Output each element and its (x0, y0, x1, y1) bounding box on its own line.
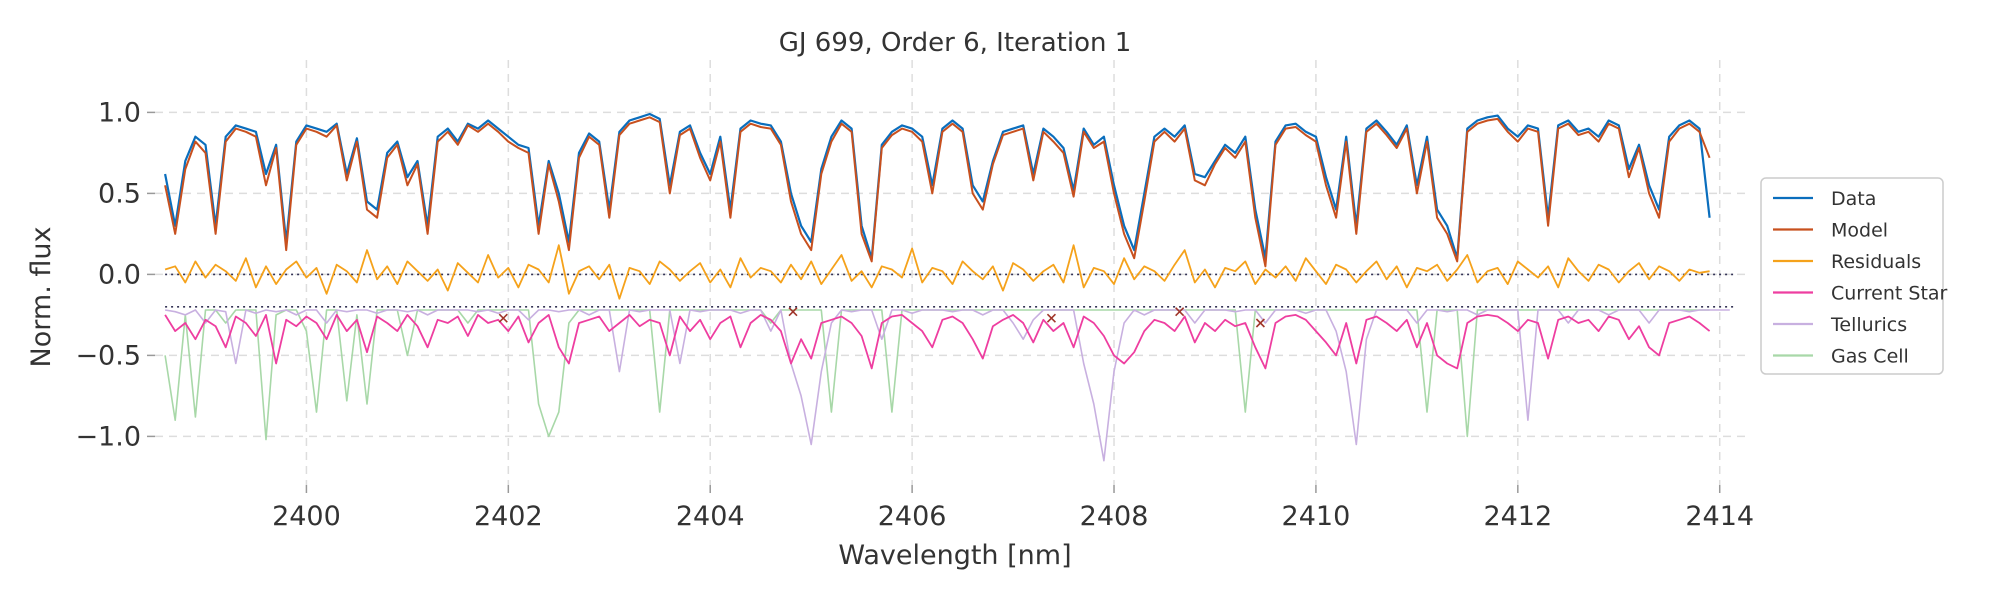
legend-entry: Current Star (1773, 283, 1948, 305)
reference-lines (165, 273, 1735, 308)
series-line-current-star (164, 313, 1711, 370)
masked-point-marker (498, 313, 508, 323)
masked-point-marker (1255, 318, 1265, 328)
legend-label: Model (1831, 220, 1888, 242)
x-tick-label: 2406 (878, 501, 947, 532)
x-tick-label: 2400 (272, 501, 341, 532)
y-tick-label: −1.0 (75, 421, 141, 452)
legend-entry: Data (1773, 188, 1876, 210)
marker-stroke (1255, 318, 1265, 328)
chart-title: GJ 699, Order 6, Iteration 1 (779, 28, 1132, 58)
series-line-model (164, 116, 1711, 268)
y-tick-label: −0.5 (75, 340, 141, 371)
legend-label: Residuals (1831, 251, 1921, 273)
legend-label: Gas Cell (1831, 346, 1909, 368)
x-tick-label: 2410 (1282, 501, 1351, 532)
masked-point-marker (1046, 313, 1056, 323)
masked-point-marker (1175, 307, 1185, 317)
y-axis-label: Norm. flux (26, 227, 57, 368)
series-line-tellurics (164, 309, 1730, 462)
series-layer (164, 112, 1730, 462)
x-axis-ticks: 2400 2402 2404 2406 2408 2410 2412 2414 (272, 485, 1754, 532)
x-tick-label: 2412 (1483, 501, 1552, 532)
masked-points (498, 307, 1265, 328)
marker-stroke (1046, 313, 1056, 323)
x-axis-label: Wavelength [nm] (838, 540, 1071, 571)
y-tick-label: 0.5 (98, 178, 141, 209)
legend-label: Data (1831, 188, 1876, 210)
marker-stroke (788, 307, 798, 317)
x-tick-label: 2402 (474, 501, 543, 532)
legend-label: Current Star (1831, 283, 1948, 305)
y-tick-label: 1.0 (98, 97, 141, 128)
masked-point-marker (788, 307, 798, 317)
legend-label: Tellurics (1830, 314, 1907, 336)
marker-stroke (498, 313, 508, 323)
x-tick-label: 2408 (1080, 501, 1149, 532)
legend-entry: Gas Cell (1773, 346, 1909, 368)
series-line-gas-cell (164, 309, 1710, 441)
series-line-data (164, 112, 1711, 260)
y-tick-label: 0.0 (98, 259, 141, 290)
marker-stroke (1175, 307, 1185, 317)
x-tick-label: 2414 (1685, 501, 1754, 532)
x-tick-label: 2404 (676, 501, 745, 532)
legend-entry: Model (1773, 220, 1888, 242)
series-line-residuals (164, 244, 1710, 300)
legend-entry: Tellurics (1773, 314, 1907, 336)
legend-entry: Residuals (1773, 251, 1921, 273)
y-axis-ticks: 1.0 0.5 0.0 −0.5 −1.0 (75, 97, 155, 452)
legend: Data Model Residuals Current Star Tellurics G… (1760, 177, 1948, 375)
